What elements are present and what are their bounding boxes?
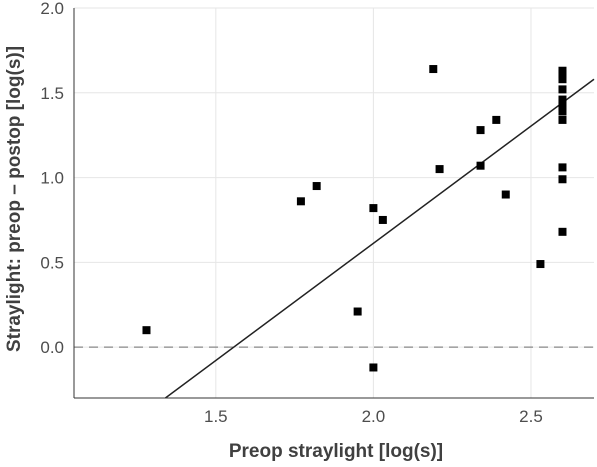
data-point-4	[369, 204, 378, 213]
data-point-23	[558, 163, 567, 172]
y-tick-label-0: 0.0	[40, 338, 64, 357]
data-point-11	[492, 115, 501, 124]
fit-line-layer	[164, 78, 595, 399]
data-point-13	[536, 260, 545, 269]
data-point-22	[558, 115, 567, 124]
y-tick-label-4: 2.0	[40, 0, 64, 18]
y-tick-label-2: 1.0	[40, 169, 64, 188]
x-tick-labels: 1.5 2.0 2.5	[204, 407, 543, 426]
data-point-20	[558, 102, 567, 111]
data-points	[142, 65, 567, 372]
data-point-3	[353, 307, 362, 316]
data-point-21	[558, 107, 567, 116]
data-point-15	[558, 70, 567, 79]
y-tick-labels: 0.0 0.5 1.0 1.5 2.0	[40, 0, 64, 357]
regression-line	[164, 78, 595, 399]
y-axis-label: Straylight: preop – postop [log(s)]	[4, 46, 25, 352]
data-point-17	[558, 85, 567, 94]
data-point-10	[476, 161, 485, 170]
data-point-12	[501, 190, 510, 199]
data-point-16	[558, 75, 567, 84]
y-tick-label-1: 0.5	[40, 253, 64, 272]
x-tick-label-2: 2.5	[519, 407, 543, 426]
x-tick-label-0: 1.5	[204, 407, 228, 426]
x-tick-label-1: 2.0	[362, 407, 386, 426]
data-point-6	[378, 215, 387, 224]
data-point-2	[312, 182, 321, 191]
data-point-8	[435, 165, 444, 174]
data-point-5	[369, 363, 378, 372]
data-point-24	[558, 175, 567, 184]
data-point-25	[558, 227, 567, 236]
x-axis-label: Preop straylight [log(s)]	[229, 441, 443, 462]
axes	[73, 8, 594, 399]
grid	[74, 7, 594, 398]
data-point-7	[429, 65, 438, 74]
data-point-9	[476, 126, 485, 135]
data-point-0	[142, 326, 151, 335]
data-point-1	[296, 197, 305, 206]
y-tick-label-3: 1.5	[40, 84, 64, 103]
